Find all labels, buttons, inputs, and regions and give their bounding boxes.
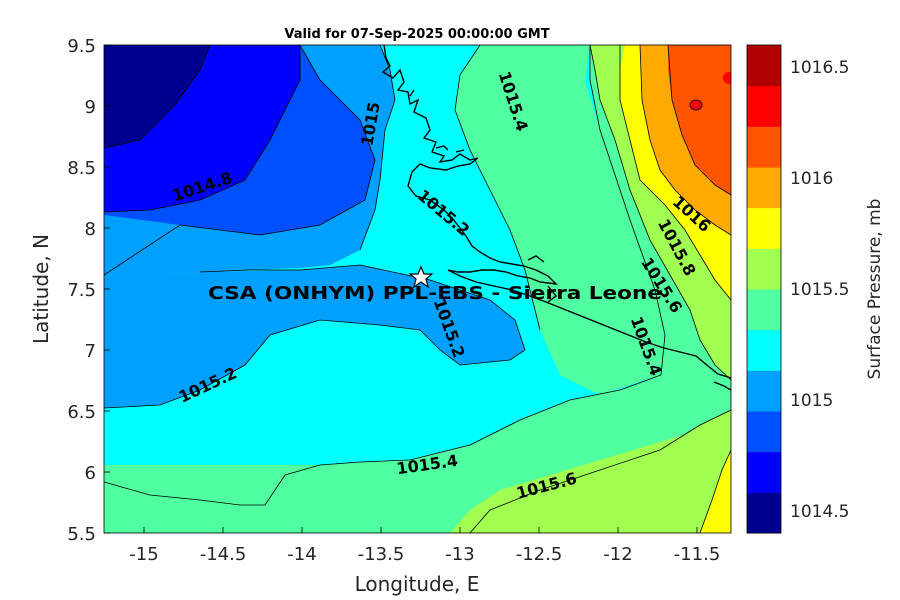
isobar-1015-6 bbox=[469, 409, 731, 533]
x-tick-label: -13.5 bbox=[358, 544, 405, 565]
coastline-islands bbox=[409, 89, 731, 391]
y-tick-label: 8.5 bbox=[67, 158, 96, 179]
band-1015-4-1015-6-east bbox=[104, 45, 731, 533]
contour-lines bbox=[104, 45, 731, 533]
colorbar-swatches bbox=[747, 45, 781, 534]
isobar-1016-0 bbox=[639, 45, 731, 236]
colorbar-swatch bbox=[747, 370, 781, 412]
colorbar-swatch bbox=[747, 411, 781, 453]
isobar-1014-8 bbox=[104, 45, 301, 213]
colorbar-swatch bbox=[747, 248, 781, 290]
x-tick-label: -11.5 bbox=[674, 544, 721, 565]
isobar-1015-0 bbox=[104, 45, 376, 276]
y-axis-label: Latitude, N bbox=[29, 234, 53, 344]
colorbar-tick-label: 1016.5 bbox=[790, 58, 849, 78]
band-1016-2-1016-4 bbox=[668, 45, 731, 195]
isobar-1015-8-south bbox=[699, 449, 731, 533]
colorbar-swatch bbox=[747, 329, 781, 371]
colorbar: 1016.5 1016 1015.5 1015 1014.5 Surface P… bbox=[746, 44, 885, 534]
band-1015-4-1015-6-northeast bbox=[455, 45, 665, 395]
colorbar-tick-label: 1014.5 bbox=[790, 502, 849, 522]
colorbar-tick-label: 1015.5 bbox=[790, 280, 849, 300]
isobar-1016-4 bbox=[689, 99, 703, 111]
colorbar-swatch bbox=[747, 492, 781, 534]
x-tick-label: -15 bbox=[129, 544, 158, 565]
x-tick-label: -13 bbox=[445, 544, 474, 565]
y-tick-label: 9.5 bbox=[67, 36, 96, 57]
colorbar-frame bbox=[746, 44, 782, 534]
band-1014-4-1014-6 bbox=[104, 45, 210, 148]
colorbar-swatch bbox=[747, 289, 781, 331]
band-1016-4-cell-east bbox=[723, 72, 731, 84]
colorbar-swatch bbox=[747, 85, 781, 127]
isobar-1014-6 bbox=[104, 45, 211, 149]
colorbar-label: Surface Pressure, mb bbox=[865, 199, 885, 380]
x-tick-label: -12.5 bbox=[516, 544, 563, 565]
isobar-1016-2 bbox=[667, 45, 731, 196]
colorbar-swatch bbox=[747, 45, 781, 87]
band-1015-6-1015-8-southeast bbox=[470, 410, 731, 533]
x-axis-label: Longitude, E bbox=[355, 572, 480, 596]
y-tick-label: 7 bbox=[85, 341, 96, 362]
coastline-main bbox=[381, 45, 731, 379]
x-tick-label: -14 bbox=[287, 544, 316, 565]
x-tick-label: -14.5 bbox=[200, 544, 247, 565]
y-tick-label: 6.5 bbox=[67, 402, 96, 423]
isobar-1015-2 bbox=[104, 264, 526, 409]
y-tick-label: 6 bbox=[85, 463, 96, 484]
colorbar-swatch bbox=[747, 207, 781, 249]
isobar-1015-4-north bbox=[454, 45, 541, 331]
isobar-1015-2-north bbox=[359, 45, 396, 251]
colorbar-swatch bbox=[747, 451, 781, 493]
isobar-1015-8 bbox=[619, 45, 731, 301]
station-label: CSA (ONHYM) PPL-EBS - Sierra Leone bbox=[208, 283, 662, 304]
map-title: Valid for 07-Sep-2025 00:00:00 GMT bbox=[284, 27, 549, 42]
x-axis: -15 -14.5 -14 -13.5 -13 -12.5 -12 -11.5 … bbox=[129, 527, 720, 596]
station: CSA (ONHYM) PPL-EBS - Sierra Leone bbox=[208, 265, 662, 304]
y-tick-label: 8 bbox=[85, 219, 96, 240]
colorbar-tick-label: 1015 bbox=[790, 391, 833, 411]
y-axis: 9.5 9 8.5 8 7.5 7 6.5 6 5.5 Latitude, N bbox=[29, 36, 110, 545]
y-tick-label: 5.5 bbox=[67, 524, 96, 545]
y-tick-label: 7.5 bbox=[67, 280, 96, 301]
colorbar-tick-label: 1016 bbox=[790, 169, 833, 189]
band-1015-4-1015-6-southwest bbox=[104, 465, 320, 505]
x-tick-label: -12 bbox=[603, 544, 632, 565]
isobar-1015-6-north bbox=[589, 45, 731, 381]
y-tick-label: 9 bbox=[85, 97, 96, 118]
coastline bbox=[381, 45, 731, 391]
colorbar-swatch bbox=[747, 167, 781, 209]
colorbar-swatch bbox=[747, 126, 781, 168]
band-1016-4-cell bbox=[690, 100, 702, 110]
station-star-icon bbox=[408, 265, 434, 289]
band-1015-0-1015-2-center bbox=[104, 265, 525, 408]
isobar-1015-4 bbox=[104, 45, 666, 506]
